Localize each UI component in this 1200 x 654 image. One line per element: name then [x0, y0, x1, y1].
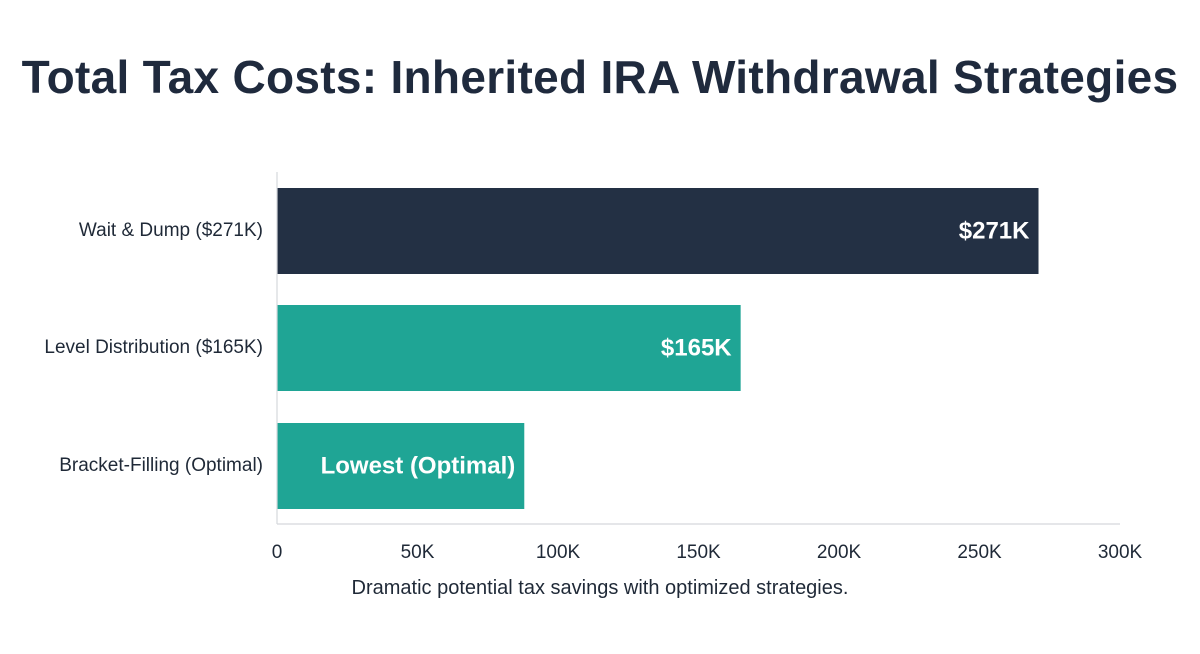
bar-value-labels: $271K $165K Lowest (Optimal): [321, 217, 1031, 479]
chart-caption: Dramatic potential tax savings with opti…: [351, 577, 849, 599]
x-tick-label: 250K: [957, 542, 1002, 563]
bar: [277, 305, 741, 391]
x-tick-label: 300K: [1098, 542, 1143, 563]
x-tick-label: 100K: [536, 542, 581, 563]
category-label: Wait & Dump ($271K): [79, 220, 263, 241]
x-tick-labels: 0 50K 100K 150K 200K 250K 300K: [272, 542, 1143, 563]
bar-value-label: Lowest (Optimal): [321, 452, 516, 479]
x-tick-label: 150K: [676, 542, 721, 563]
x-tick-label: 0: [272, 542, 283, 563]
chart-title: Total Tax Costs: Inherited IRA Withdrawa…: [21, 51, 1179, 103]
bar-value-label: $165K: [661, 334, 732, 361]
bar: [277, 423, 525, 509]
category-labels: Wait & Dump ($271K) Level Distribution ($…: [44, 220, 263, 476]
bar: [277, 188, 1039, 274]
category-label: Level Distribution ($165K): [44, 337, 263, 358]
bars-layer: [277, 188, 1039, 509]
bar-value-label: $271K: [959, 217, 1030, 244]
category-label: Bracket-Filling (Optimal): [59, 455, 263, 476]
x-tick-label: 50K: [401, 542, 435, 563]
axes-layer: [276, 172, 1120, 525]
x-tick-label: 200K: [817, 542, 862, 563]
